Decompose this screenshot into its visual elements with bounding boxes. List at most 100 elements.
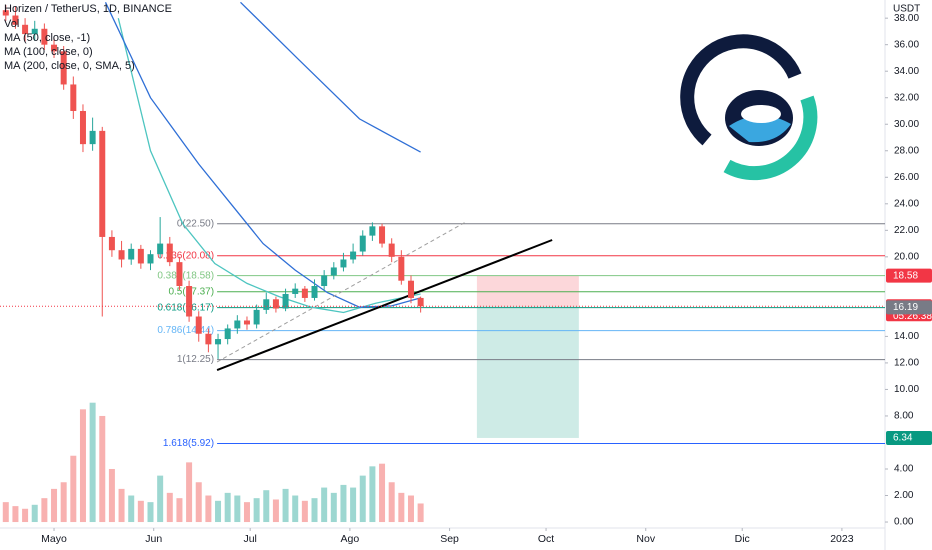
volume-bar [22, 508, 29, 523]
candle-body [137, 248, 144, 264]
x-tick-label: Oct [538, 533, 554, 545]
candle-body [12, 15, 19, 25]
candle-body [282, 293, 289, 309]
volume-bar [118, 488, 125, 523]
logo-arc [723, 95, 818, 181]
candle-body [243, 320, 250, 325]
y-tick-label: 36.00 [894, 39, 919, 50]
volume-bar [31, 504, 38, 523]
candle-body [128, 248, 135, 260]
volume-bar [272, 499, 279, 523]
volume-bar [379, 463, 386, 523]
legend: Horizen / TetherUS, 1D, BINANCE Vol MA (… [4, 3, 172, 72]
price-label: 6.34 [893, 433, 913, 444]
volume-bar [12, 506, 19, 523]
volume-bar [108, 468, 115, 523]
candle-body [301, 288, 308, 298]
volume-bar [330, 492, 337, 523]
volume-bar [215, 500, 222, 523]
volume-bar [60, 482, 67, 523]
legend-entry: MA (100, close, 0) [4, 46, 93, 58]
position-stop [476, 275, 579, 307]
trendline [216, 239, 553, 372]
price-label-box [886, 268, 932, 283]
price-label: 16.19 [893, 302, 918, 313]
volume-bar [407, 495, 414, 523]
volume-bar [195, 482, 202, 523]
logo-core [741, 105, 781, 123]
candle-body [388, 243, 395, 257]
candle-body [379, 226, 386, 244]
y-tick-label: 28.00 [894, 145, 919, 156]
volume-bar [70, 455, 77, 523]
volume-bar [263, 490, 270, 523]
y-tick-label: 32.00 [894, 92, 919, 103]
price-label-box [886, 300, 932, 315]
y-tick-label: 20.00 [894, 251, 919, 262]
candle-body [215, 339, 222, 345]
volume-bar [224, 492, 231, 523]
y-tick-label: 8.00 [894, 411, 914, 422]
candle-body [99, 130, 106, 237]
volume-bar [369, 466, 376, 523]
y-tick-label: 0.00 [894, 517, 914, 528]
fib-label: 1.618(5.92) [163, 438, 214, 449]
countdown: 05:26:38 [893, 311, 932, 322]
candle-body [369, 226, 376, 236]
y-tick-label: 26.00 [894, 172, 919, 183]
candle-body [330, 267, 337, 276]
y-unit: USDT [893, 4, 920, 15]
y-tick-label: 24.00 [894, 198, 919, 209]
volume-bar [311, 498, 318, 523]
legend-title: Horizen / TetherUS, 1D, BINANCE [4, 3, 172, 15]
volume-bar [2, 502, 9, 523]
volume-bar [234, 495, 241, 523]
candle-body [311, 286, 318, 298]
candle-body [292, 288, 299, 294]
volume-bar [157, 475, 164, 523]
x-tick-label: Mayo [41, 533, 67, 545]
ma-line [117, 18, 421, 314]
y-tick-label: 4.00 [894, 464, 914, 475]
legend-entry: MA (200, close, 0, SMA, 5) [4, 60, 135, 72]
candle-body [22, 24, 29, 35]
candle-body [417, 297, 424, 307]
logo [680, 34, 818, 181]
fib-label: 0.618(16.17) [157, 302, 214, 313]
fib-label: 0.786(14.44) [157, 325, 214, 336]
candle-body [359, 235, 366, 252]
candle-body [79, 110, 86, 145]
y-tick-label: 14.00 [894, 331, 919, 342]
candle-body [147, 254, 154, 264]
y-tick-label: 30.00 [894, 119, 919, 130]
volume-bar [79, 409, 86, 523]
price-label-box [886, 430, 932, 445]
volume-bar [166, 492, 173, 523]
volume-bar [41, 498, 48, 523]
candle-body [108, 236, 115, 251]
candle-body [398, 256, 405, 281]
volume-bar [359, 475, 366, 523]
fib-label: 0(22.50) [177, 218, 214, 229]
volume-bar [243, 502, 250, 523]
legend-entry: Vol [4, 18, 19, 30]
candle-body [41, 28, 48, 45]
fib-label: 1(12.25) [177, 354, 214, 365]
x-tick-label: Sep [440, 533, 459, 545]
position-target [476, 306, 579, 438]
volume-bar [398, 492, 405, 523]
y-tick-label: 10.00 [894, 384, 919, 395]
ma-line [240, 1, 421, 153]
y-tick-label: 38.00 [894, 13, 919, 24]
volume-bar [186, 462, 193, 523]
candle-body [186, 286, 193, 317]
fib-label: 0.236(20.08) [157, 250, 214, 261]
candle-body [272, 299, 279, 309]
fib-label: 0.382(18.58) [157, 270, 214, 281]
candle-body [118, 250, 125, 260]
y-tick-label: 34.00 [894, 66, 919, 77]
candle-body [195, 316, 202, 334]
volume-bar [340, 484, 347, 523]
volume-bar [137, 500, 144, 523]
volume-bar [51, 488, 58, 523]
